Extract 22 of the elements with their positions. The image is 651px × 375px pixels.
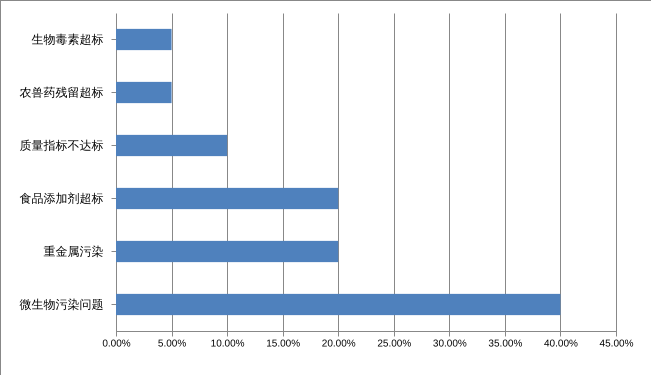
x-tick-label: 10.00% [210,338,245,350]
x-tick-label: 40.00% [544,338,578,350]
y-tick-label: 微生物污染问题 [20,298,104,312]
y-tick-label: 重金属污染 [44,244,104,258]
y-tick-label: 食品添加剂超标 [20,192,104,206]
y-tick-label: 农兽药残留超标 [20,86,104,100]
x-tick-label: 15.00% [266,338,300,350]
bar [116,28,172,50]
y-tick-label: 质量指标不达标 [20,138,104,152]
x-tick-label: 5.00% [158,338,186,350]
x-tick-label: 35.00% [488,338,522,350]
bar [116,188,338,210]
bar [116,134,228,156]
bar [116,294,560,316]
x-tick-label: 25.00% [377,338,412,350]
bar [116,82,172,104]
bar [116,240,338,262]
x-tick-label: 20.00% [322,338,356,350]
x-tick-label: 0.00% [102,338,131,350]
x-tick-label: 30.00% [432,338,467,350]
y-tick-label: 生物毒素超标 [32,32,104,46]
x-tick-label: 45.00% [600,338,634,350]
